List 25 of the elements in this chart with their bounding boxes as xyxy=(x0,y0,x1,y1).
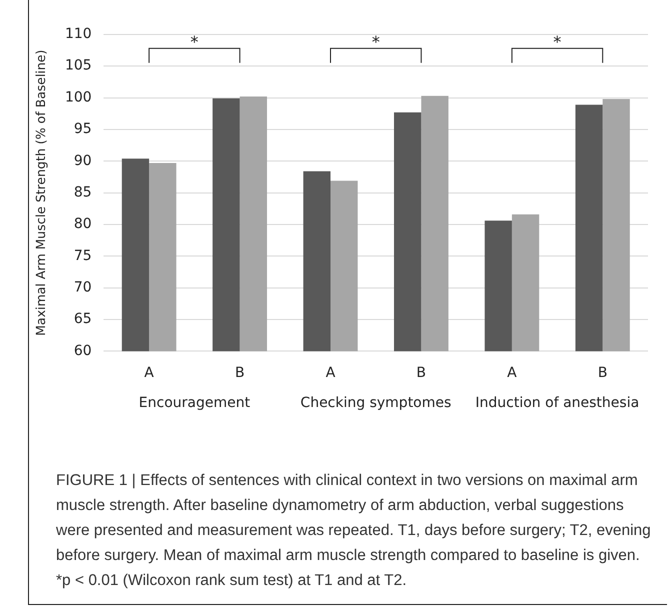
x-tick-label: A xyxy=(326,365,336,382)
y-tick-label: 80 xyxy=(74,216,92,232)
annotation: * xyxy=(553,32,562,52)
y-tick-label: 60 xyxy=(74,342,92,359)
text: Checking symptomes xyxy=(300,394,452,411)
caption: FIGURE 1 | Effects of sentences with clinical context in two versions on maximal arm muscle strength. After baseline dynamometry of arm abduction, verbal suggestions were presented and measurement was repeated. T1, days before surgery; T2, evening before surgery. Mean of maximal arm muscle strength compared to baseline is given. *p < 0.01 (Wilcoxon rank sum test) at T1 and at T2. xyxy=(56,471,652,591)
y-tick-label: 65 xyxy=(74,311,92,328)
y-tick-label: 110 xyxy=(64,26,92,42)
y-tick-label: 105 xyxy=(64,58,92,74)
annotation: * xyxy=(190,32,198,52)
y-tick-label: 85 xyxy=(74,184,92,200)
x-tick-label: B xyxy=(598,365,608,382)
x-tick-label: B xyxy=(416,365,426,382)
y-axis-title: Maximal Arm Muscle Strength (% of Baseline) xyxy=(32,50,48,336)
y-tick-label: 70 xyxy=(74,279,92,296)
y-tick-label: 95 xyxy=(74,121,92,138)
x-tick-label: A xyxy=(144,365,154,382)
x-tick-label: B xyxy=(234,365,245,382)
y-tick-label: 90 xyxy=(74,152,92,169)
y-tick-label: 75 xyxy=(74,248,92,264)
x-tick-label: A xyxy=(507,365,518,382)
y-tick-label: 100 xyxy=(64,89,92,106)
text: Encouragement xyxy=(138,394,251,411)
annotation: * xyxy=(372,32,380,52)
text: Induction of anesthesia xyxy=(475,394,640,411)
